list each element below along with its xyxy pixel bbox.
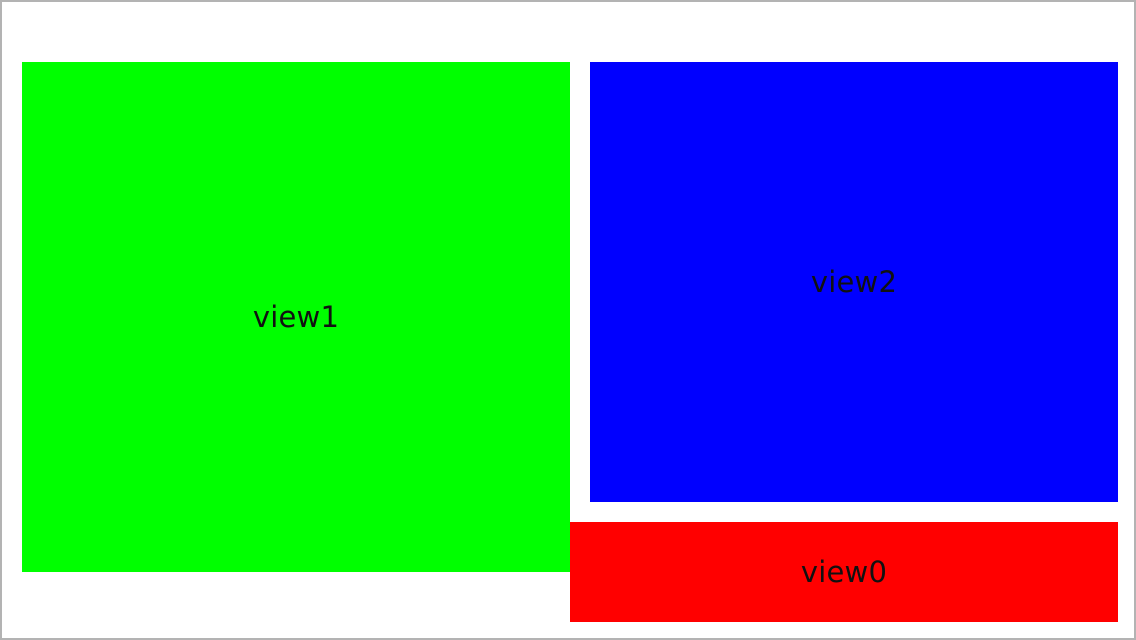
- view0-label: view0: [800, 555, 888, 589]
- view1-label: view1: [252, 300, 340, 334]
- view2-panel: view2: [590, 62, 1118, 502]
- view2-label: view2: [810, 265, 898, 299]
- view1-panel: view1: [22, 62, 570, 572]
- view0-panel: view0: [570, 522, 1118, 622]
